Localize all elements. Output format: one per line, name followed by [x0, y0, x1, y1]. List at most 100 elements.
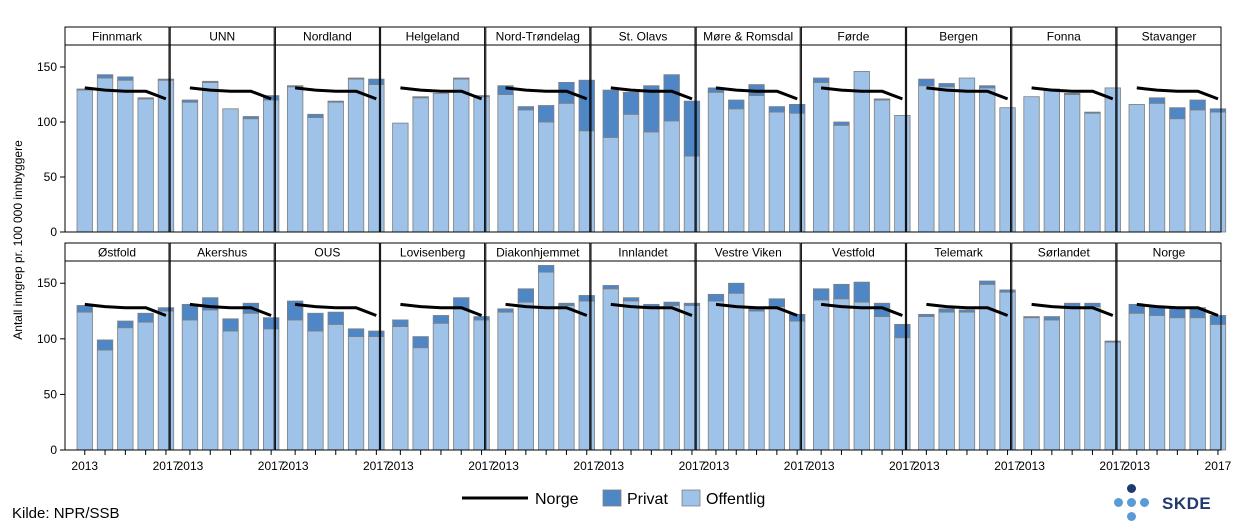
- panel-frame: [64, 44, 170, 233]
- logo-dot-top: [1127, 484, 1136, 493]
- y-tick-label: 150: [37, 276, 57, 290]
- bar-offentlig: [157, 310, 175, 451]
- bar-offentlig: [853, 71, 870, 233]
- bar-privat: [473, 316, 490, 321]
- bar-privat: [683, 302, 701, 306]
- bar-offentlig: [873, 99, 891, 233]
- panel-frame: [274, 44, 380, 233]
- bar-privat: [813, 77, 830, 83]
- bar-offentlig: [1148, 315, 1166, 451]
- bar-offentlig: [412, 347, 429, 451]
- bar-offentlig: [979, 87, 996, 233]
- bar-offentlig: [76, 89, 93, 233]
- bar-privat: [412, 96, 429, 99]
- bar-privat: [833, 121, 850, 126]
- bar-offentlig: [327, 101, 344, 233]
- bar-privat: [602, 89, 619, 138]
- bar-offentlig: [96, 77, 114, 233]
- bar-offentlig: [894, 337, 911, 451]
- x-tick-label: 2013: [177, 459, 204, 473]
- norge-line: [610, 86, 693, 101]
- bar-offentlig: [1209, 323, 1227, 451]
- bar-offentlig: [1104, 87, 1121, 233]
- bar-offentlig: [432, 322, 450, 451]
- panel-frame: [169, 260, 275, 451]
- panel-frame: [695, 44, 801, 233]
- source-note: Kilde: NPR/SSB: [12, 505, 120, 522]
- bar-offentlig: [538, 271, 555, 451]
- norge-line: [294, 302, 377, 317]
- bar-offentlig: [497, 311, 514, 451]
- bar-privat: [307, 312, 324, 332]
- bar-offentlig: [663, 120, 680, 233]
- panel-frame: [64, 260, 170, 451]
- x-tick-label: 2017: [573, 459, 600, 473]
- bar-offentlig: [643, 306, 660, 451]
- bar-privat: [202, 80, 219, 83]
- bar-offentlig: [748, 95, 765, 233]
- bar-privat: [813, 288, 830, 301]
- panel-title: Norge: [1153, 246, 1186, 260]
- bar-offentlig: [137, 98, 154, 233]
- bar-offentlig: [307, 117, 324, 233]
- bar-offentlig: [96, 349, 114, 451]
- panel-frame: [380, 260, 486, 451]
- y-tick-label: 100: [37, 115, 57, 129]
- bar-privat: [1023, 316, 1040, 319]
- x-tick-label: 2013: [597, 459, 624, 473]
- bar-offentlig: [242, 118, 260, 233]
- panel-title: OUS: [314, 246, 340, 260]
- bar-privat: [453, 77, 470, 80]
- bar-offentlig: [938, 311, 955, 451]
- bar-privat: [918, 313, 935, 317]
- panel-title: St. Olavs: [619, 30, 668, 44]
- logo-dot-bottom: [1127, 512, 1136, 521]
- bar-offentlig: [918, 316, 935, 451]
- norge-line: [400, 86, 483, 101]
- bar-privat: [683, 100, 701, 157]
- norge-line: [1031, 86, 1114, 101]
- bar-privat: [1148, 97, 1166, 104]
- bar-offentlig: [1148, 102, 1166, 233]
- bar-privat: [432, 315, 450, 324]
- bar-offentlig: [368, 84, 385, 233]
- x-tick-label: 2013: [808, 459, 835, 473]
- bar-offentlig: [748, 310, 765, 451]
- bar-offentlig: [789, 320, 806, 451]
- bar-privat: [137, 312, 154, 323]
- bar-privat: [181, 99, 199, 103]
- bar-offentlig: [853, 301, 870, 451]
- panel-title: Nord-Trøndelag: [496, 30, 580, 44]
- bar-offentlig: [497, 94, 514, 233]
- bar-privat: [1209, 108, 1227, 113]
- bar-offentlig: [1209, 111, 1227, 233]
- panel-title: Akershus: [197, 246, 247, 260]
- bar-offentlig: [412, 97, 429, 233]
- norge-line: [1136, 86, 1219, 101]
- x-tick-label: 2017: [994, 459, 1021, 473]
- bar-privat: [538, 265, 555, 273]
- y-tick-label: 50: [44, 170, 58, 184]
- panel-title: Fonna: [1047, 30, 1081, 44]
- bar-privat: [663, 74, 680, 122]
- bar-privat: [768, 106, 785, 113]
- bar-privat: [979, 85, 996, 89]
- bar-offentlig: [117, 327, 134, 451]
- bar-offentlig: [958, 311, 976, 451]
- x-tick-label: 2013: [282, 459, 309, 473]
- bar-offentlig: [286, 86, 304, 233]
- y-tick-label: 100: [37, 332, 57, 346]
- bar-offentlig: [1064, 306, 1081, 451]
- bar-offentlig: [202, 82, 219, 233]
- x-tick-label: 2013: [703, 459, 730, 473]
- bar-offentlig: [938, 86, 955, 233]
- bar-offentlig: [538, 121, 555, 233]
- bar-privat: [768, 298, 785, 307]
- bar-offentlig: [643, 131, 660, 233]
- logo-dot-right: [1140, 498, 1149, 507]
- bar-privat: [789, 104, 806, 114]
- bar-privat: [96, 339, 114, 351]
- bar-privat: [242, 116, 260, 120]
- norge-line: [1136, 302, 1219, 317]
- bar-offentlig: [873, 316, 891, 451]
